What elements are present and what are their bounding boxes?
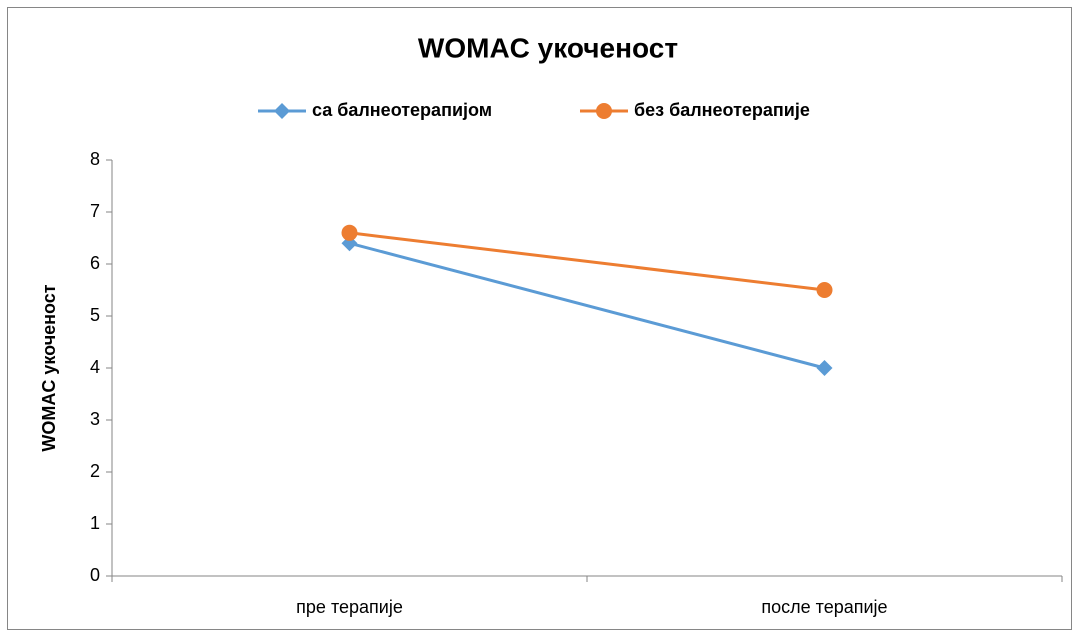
series-line [349,241,825,370]
legend-label: без балнеотерапије [634,100,810,120]
data-point [816,360,833,376]
y-tick-label: 8 [90,149,100,169]
y-tick-label: 5 [90,305,100,325]
x-tick-label: пре терапије [296,597,403,617]
y-tick-label: 0 [90,565,100,585]
chart-frame [7,7,1072,630]
y-axis-label: WOMAC укоченост [39,284,59,451]
y-tick-label: 4 [90,357,100,377]
legend-marker [274,103,290,119]
legend-label: са балнеотерапијом [312,100,492,120]
legend-marker [596,103,612,119]
y-tick-label: 6 [90,253,100,273]
chart-title: WOMAC укоченост [418,32,678,63]
y-tick-label: 1 [90,513,100,533]
y-tick-label: 7 [90,201,100,221]
data-point [341,224,358,241]
series-line [349,231,825,292]
data-point [816,282,833,298]
x-tick-label: после терапије [761,597,887,617]
y-tick-label: 2 [90,461,100,481]
y-tick-label: 3 [90,409,100,429]
